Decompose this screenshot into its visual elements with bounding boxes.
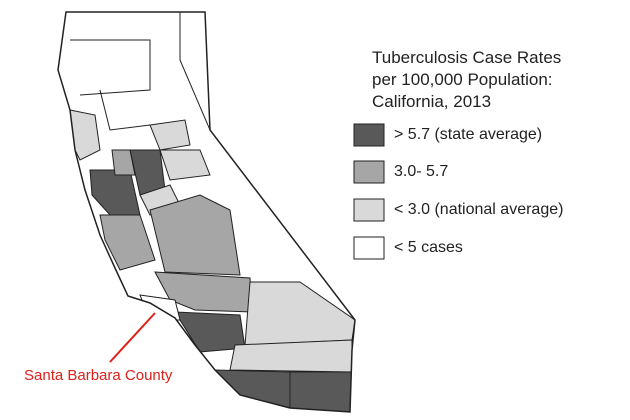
legend-label: < 5 cases [394, 239, 463, 256]
legend-label: < 3.0 (national average) [394, 201, 563, 218]
county [229, 339, 353, 373]
county [111, 149, 136, 176]
county [99, 214, 156, 271]
legend-label: > 5.7 (state average) [394, 126, 542, 143]
legend-swatch [353, 123, 385, 147]
annotation: Santa Barbara County [24, 367, 173, 384]
county [69, 109, 101, 161]
state-outline [57, 11, 356, 413]
legend-title: California, 2013 [372, 92, 491, 111]
legend-label: 3.0- 5.7 [394, 163, 448, 180]
legend: > 5.7 (state average) 3.0- 5.7 < 3.0 (nati… [353, 123, 563, 260]
annotation-arrow [109, 312, 156, 363]
county [244, 281, 355, 346]
legend-swatch [353, 160, 385, 184]
legend-title: Tuberculosis Case Rates [372, 48, 561, 67]
state-counties [66, 12, 355, 412]
county [149, 194, 241, 276]
county [154, 271, 253, 313]
county [149, 119, 191, 151]
legend-title: per 100,000 Population: [372, 70, 553, 89]
county [289, 371, 353, 412]
legend-swatch [353, 236, 385, 260]
county [159, 149, 211, 181]
legend-swatch [353, 198, 385, 222]
